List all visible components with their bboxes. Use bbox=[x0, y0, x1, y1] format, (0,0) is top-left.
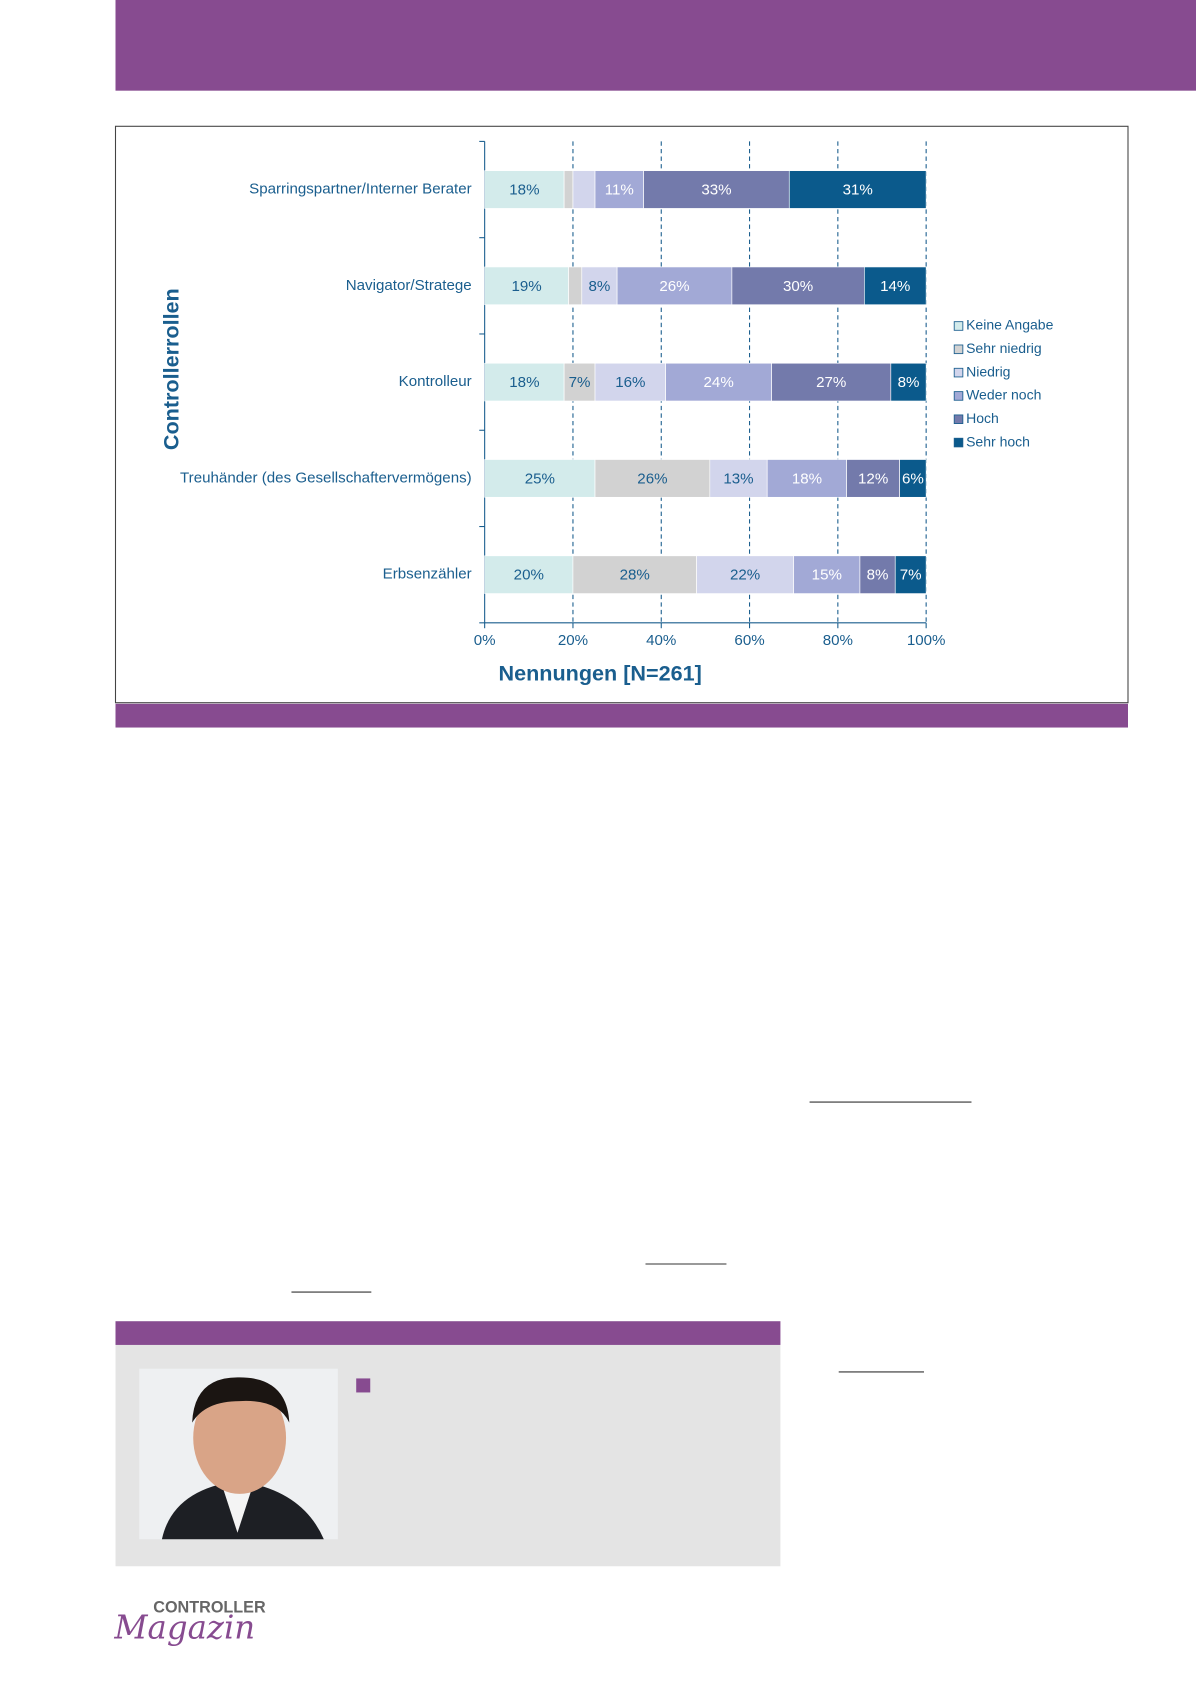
bar-segment bbox=[890, 362, 927, 402]
legend-swatch bbox=[953, 437, 964, 448]
x-tick-label: 40% bbox=[646, 632, 676, 649]
data-label: 18% bbox=[509, 182, 539, 199]
data-label: 8% bbox=[867, 567, 889, 584]
data-label: 16% bbox=[615, 374, 645, 391]
data-label: 20% bbox=[514, 567, 544, 584]
bar-segment bbox=[572, 170, 596, 209]
bar-segment bbox=[581, 266, 618, 306]
data-label: 13% bbox=[723, 470, 753, 487]
data-label: 26% bbox=[659, 278, 689, 295]
data-label: 12% bbox=[858, 470, 888, 487]
bar-segment bbox=[616, 266, 733, 306]
data-label: 30% bbox=[783, 278, 813, 295]
x-tick-label: 0% bbox=[474, 632, 496, 649]
data-label: 11% bbox=[605, 182, 634, 199]
data-label: 7% bbox=[569, 374, 591, 391]
bullet bbox=[356, 1378, 371, 1393]
data-label: 27% bbox=[816, 374, 846, 391]
data-label: 18% bbox=[792, 470, 822, 487]
data-label: 31% bbox=[843, 182, 873, 199]
category-label: Sparringspartner/Interner Berater bbox=[249, 181, 472, 198]
data-label: 28% bbox=[620, 567, 650, 584]
legend-label: Sehr niedrig bbox=[966, 340, 1042, 356]
data-label: 8% bbox=[589, 278, 611, 295]
data-label: 22% bbox=[730, 567, 760, 584]
category-label: Kontrolleur bbox=[399, 373, 472, 390]
bar-segment bbox=[563, 362, 596, 402]
bar-segment bbox=[594, 170, 644, 209]
bar-segment bbox=[643, 170, 790, 209]
bar-segment bbox=[484, 266, 569, 306]
bar-segment bbox=[484, 362, 565, 402]
bar-segment bbox=[563, 170, 574, 209]
bar-segment bbox=[846, 459, 900, 498]
data-label: 18% bbox=[509, 374, 539, 391]
data-label: 33% bbox=[701, 182, 731, 199]
x-tick-label: 80% bbox=[823, 632, 853, 649]
legend-swatch bbox=[953, 391, 964, 401]
chart: Nennungen [N=261] Controllerrollen 0% 20%… bbox=[158, 140, 1054, 685]
header-band bbox=[115, 0, 1196, 91]
legend-label: Keine Angabe bbox=[966, 317, 1053, 333]
bar-segment bbox=[665, 362, 772, 402]
bar-segment bbox=[894, 555, 927, 594]
bar-segment bbox=[484, 555, 574, 594]
bar-segment bbox=[864, 266, 927, 306]
bar-segment bbox=[899, 459, 927, 498]
bar-segment bbox=[731, 266, 865, 306]
author-band bbox=[115, 1321, 781, 1345]
logo-script: Magazin bbox=[113, 1608, 255, 1646]
data-label: 26% bbox=[637, 470, 667, 487]
logo-name: CONTROLLER bbox=[153, 1599, 266, 1617]
chart-footer-band bbox=[115, 703, 1128, 728]
bar-segment bbox=[594, 362, 666, 402]
x-tick-label: 20% bbox=[558, 632, 588, 649]
legend-swatch bbox=[953, 414, 964, 424]
data-label: 8% bbox=[898, 374, 920, 391]
legend-swatch bbox=[953, 367, 964, 378]
bar-segment bbox=[788, 170, 927, 209]
data-label: 24% bbox=[704, 374, 734, 391]
y-axis-title: Controllerrollen bbox=[158, 288, 183, 450]
author-photo bbox=[139, 1368, 338, 1540]
legend-label: Weder noch bbox=[966, 387, 1041, 403]
bar-segment bbox=[766, 459, 848, 498]
bar-segment bbox=[709, 459, 768, 498]
data-label: 7% bbox=[900, 567, 922, 584]
x-axis-title: Nennungen [N=261] bbox=[499, 660, 702, 685]
logo: CONTROLLER Magazin bbox=[113, 1599, 266, 1647]
legend-label: Niedrig bbox=[966, 363, 1010, 379]
data-label: 6% bbox=[902, 470, 924, 487]
legend-label: Sehr hoch bbox=[966, 433, 1030, 449]
bar-segment bbox=[568, 266, 583, 306]
bar-segment bbox=[594, 459, 711, 498]
legend-swatch bbox=[953, 344, 964, 355]
legend-label: Hoch bbox=[966, 410, 999, 426]
data-label: 25% bbox=[525, 470, 555, 487]
data-label: 15% bbox=[812, 567, 842, 584]
bar-segment bbox=[484, 459, 596, 498]
data-label: 14% bbox=[880, 278, 910, 295]
category-label: Erbsenzähler bbox=[383, 566, 472, 583]
legend-swatch bbox=[953, 321, 964, 331]
x-tick-label: 60% bbox=[734, 632, 764, 649]
bar-segment bbox=[696, 555, 795, 594]
category-label: Navigator/Stratege bbox=[346, 277, 472, 294]
x-tick-label: 100% bbox=[907, 632, 946, 649]
data-label: 19% bbox=[511, 278, 541, 295]
bar-segment bbox=[771, 362, 892, 402]
bar-segment bbox=[484, 170, 565, 209]
category-label: Treuhänder (des Gesellschaftervermögens) bbox=[180, 469, 472, 486]
